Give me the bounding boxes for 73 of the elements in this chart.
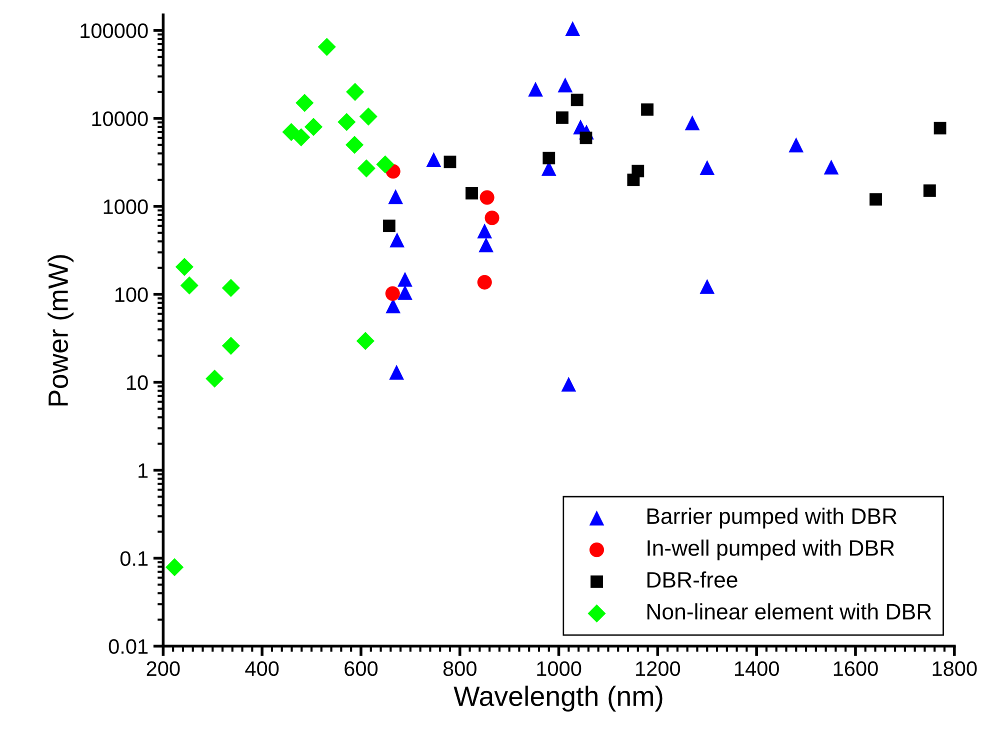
y-tick-label: 0.01 xyxy=(108,639,148,654)
point xyxy=(389,364,404,380)
x-tick-label: 1000 xyxy=(537,661,582,676)
point xyxy=(206,370,224,388)
point xyxy=(570,94,584,106)
point xyxy=(565,21,580,36)
point xyxy=(398,272,412,287)
x-tick-label: 1200 xyxy=(636,661,680,676)
point xyxy=(558,78,573,92)
point xyxy=(870,193,882,206)
point xyxy=(166,558,184,576)
point xyxy=(788,137,804,152)
point xyxy=(296,94,314,112)
y-tick-label: 0.1 xyxy=(120,551,148,566)
y-tick-label: 10 xyxy=(127,375,148,390)
y-tick-label: 1 xyxy=(138,463,148,478)
point xyxy=(376,155,394,174)
point xyxy=(318,38,336,56)
x-tick-label: 1400 xyxy=(735,661,779,676)
point xyxy=(346,136,364,154)
legend-label: Barrier pumped with DBR xyxy=(647,508,897,528)
y-tick-label: 100 xyxy=(115,287,148,302)
point xyxy=(304,118,323,136)
point xyxy=(480,190,494,205)
x-tick-label: 400 xyxy=(245,661,279,676)
point xyxy=(561,376,576,392)
point xyxy=(641,103,654,116)
point xyxy=(338,112,356,132)
x-tick-label: 600 xyxy=(344,661,378,676)
point xyxy=(466,187,478,200)
x-tick-label: 1800 xyxy=(932,661,977,676)
point xyxy=(477,224,492,238)
point xyxy=(478,237,494,252)
point xyxy=(444,156,456,168)
legend-label: DBR-free xyxy=(647,571,738,588)
x-tick-label: 200 xyxy=(146,661,180,676)
point xyxy=(824,160,839,174)
point xyxy=(222,278,240,298)
point xyxy=(684,115,700,130)
x-tick-label: 800 xyxy=(443,661,476,676)
point xyxy=(388,189,404,204)
x-axis-title: Wavelength (nm) xyxy=(454,686,662,712)
point xyxy=(346,82,364,101)
y-tick-label: 1000 xyxy=(104,199,148,214)
point xyxy=(477,275,492,290)
point xyxy=(180,276,198,295)
point xyxy=(359,107,378,126)
point xyxy=(382,220,396,232)
point xyxy=(222,336,240,355)
y-tick-label: 10000 xyxy=(92,111,148,126)
point xyxy=(426,152,442,168)
legend-label: In-well pumped with DBR xyxy=(648,540,894,560)
point xyxy=(700,278,715,294)
point xyxy=(390,232,405,248)
point xyxy=(923,184,936,197)
point xyxy=(292,128,310,146)
point xyxy=(542,152,556,164)
point xyxy=(528,82,543,97)
point xyxy=(356,332,374,350)
point xyxy=(632,164,644,178)
point xyxy=(357,159,376,178)
point xyxy=(484,210,500,226)
point xyxy=(398,285,412,300)
y-tick-label: 100000 xyxy=(80,23,148,38)
point xyxy=(556,111,568,124)
y-axis-title: Power (mW) xyxy=(48,255,74,406)
point xyxy=(385,286,400,301)
point xyxy=(700,160,715,176)
point xyxy=(934,122,946,134)
point xyxy=(175,258,194,276)
legend-label: Non-linear element with DBR xyxy=(647,603,932,620)
point xyxy=(580,132,592,144)
x-tick-label: 1600 xyxy=(834,661,878,676)
